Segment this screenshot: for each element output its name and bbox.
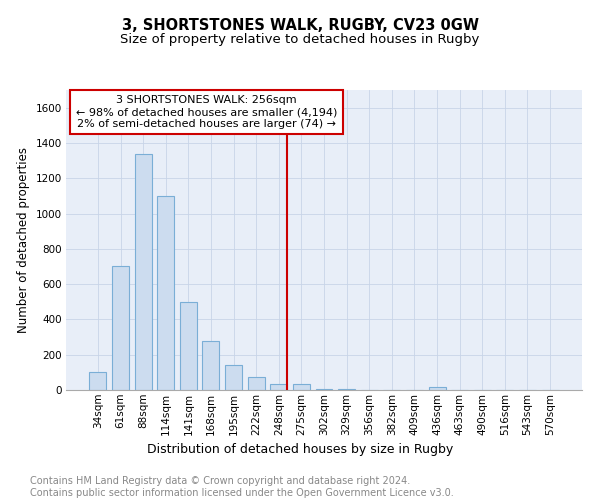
Text: 3, SHORTSTONES WALK, RUGBY, CV23 0GW: 3, SHORTSTONES WALK, RUGBY, CV23 0GW (121, 18, 479, 32)
Text: Distribution of detached houses by size in Rugby: Distribution of detached houses by size … (147, 442, 453, 456)
Bar (202, 340, 220, 390)
Bar (225, 366, 242, 390)
Bar (271, 384, 287, 390)
Text: Contains HM Land Registry data © Crown copyright and database right 2024.
Contai: Contains HM Land Registry data © Crown c… (30, 476, 454, 498)
Text: 3 SHORTSTONES WALK: 256sqm
← 98% of detached houses are smaller (4,194)
2% of se: 3 SHORTSTONES WALK: 256sqm ← 98% of deta… (76, 96, 337, 128)
Bar (89, 372, 106, 390)
Bar (134, 154, 152, 390)
Bar (112, 266, 129, 390)
Bar (180, 302, 197, 390)
Bar (293, 384, 310, 390)
Text: Size of property relative to detached houses in Rugby: Size of property relative to detached ho… (121, 32, 479, 46)
Bar (157, 196, 174, 390)
Bar (248, 377, 265, 390)
Y-axis label: Number of detached properties: Number of detached properties (17, 147, 30, 333)
Bar (428, 388, 446, 390)
Bar (316, 389, 332, 390)
